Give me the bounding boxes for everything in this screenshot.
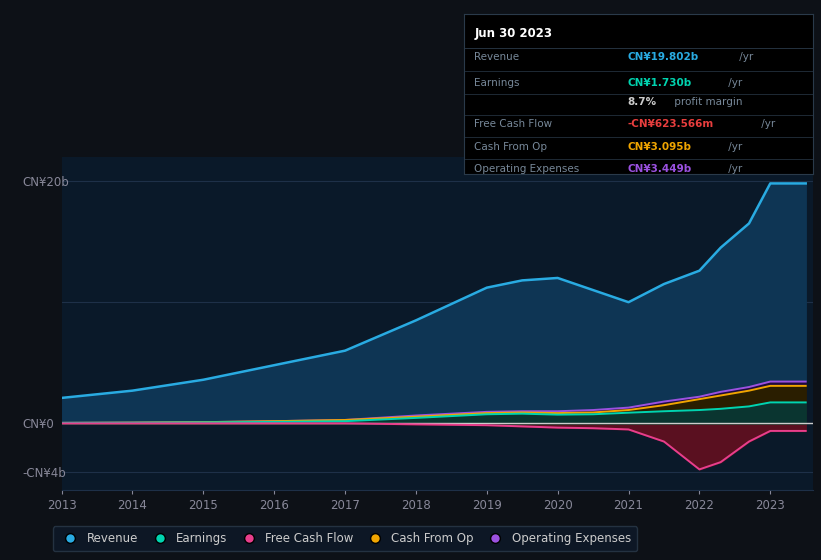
Text: /yr: /yr (758, 119, 775, 129)
Text: -CN¥623.566m: -CN¥623.566m (628, 119, 714, 129)
Text: Jun 30 2023: Jun 30 2023 (475, 27, 553, 40)
Text: 8.7%: 8.7% (628, 97, 657, 107)
Text: Free Cash Flow: Free Cash Flow (475, 119, 553, 129)
Text: CN¥19.802b: CN¥19.802b (628, 52, 699, 62)
Legend: Revenue, Earnings, Free Cash Flow, Cash From Op, Operating Expenses: Revenue, Earnings, Free Cash Flow, Cash … (53, 526, 637, 551)
Text: /yr: /yr (725, 164, 742, 174)
Text: /yr: /yr (725, 78, 742, 88)
Text: /yr: /yr (725, 142, 742, 152)
Text: CN¥1.730b: CN¥1.730b (628, 78, 692, 88)
Text: CN¥3.095b: CN¥3.095b (628, 142, 692, 152)
Text: Revenue: Revenue (475, 52, 520, 62)
Text: CN¥3.449b: CN¥3.449b (628, 164, 692, 174)
Text: Operating Expenses: Operating Expenses (475, 164, 580, 174)
Text: Cash From Op: Cash From Op (475, 142, 548, 152)
Text: profit margin: profit margin (671, 97, 743, 107)
Text: Earnings: Earnings (475, 78, 520, 88)
Text: /yr: /yr (736, 52, 754, 62)
